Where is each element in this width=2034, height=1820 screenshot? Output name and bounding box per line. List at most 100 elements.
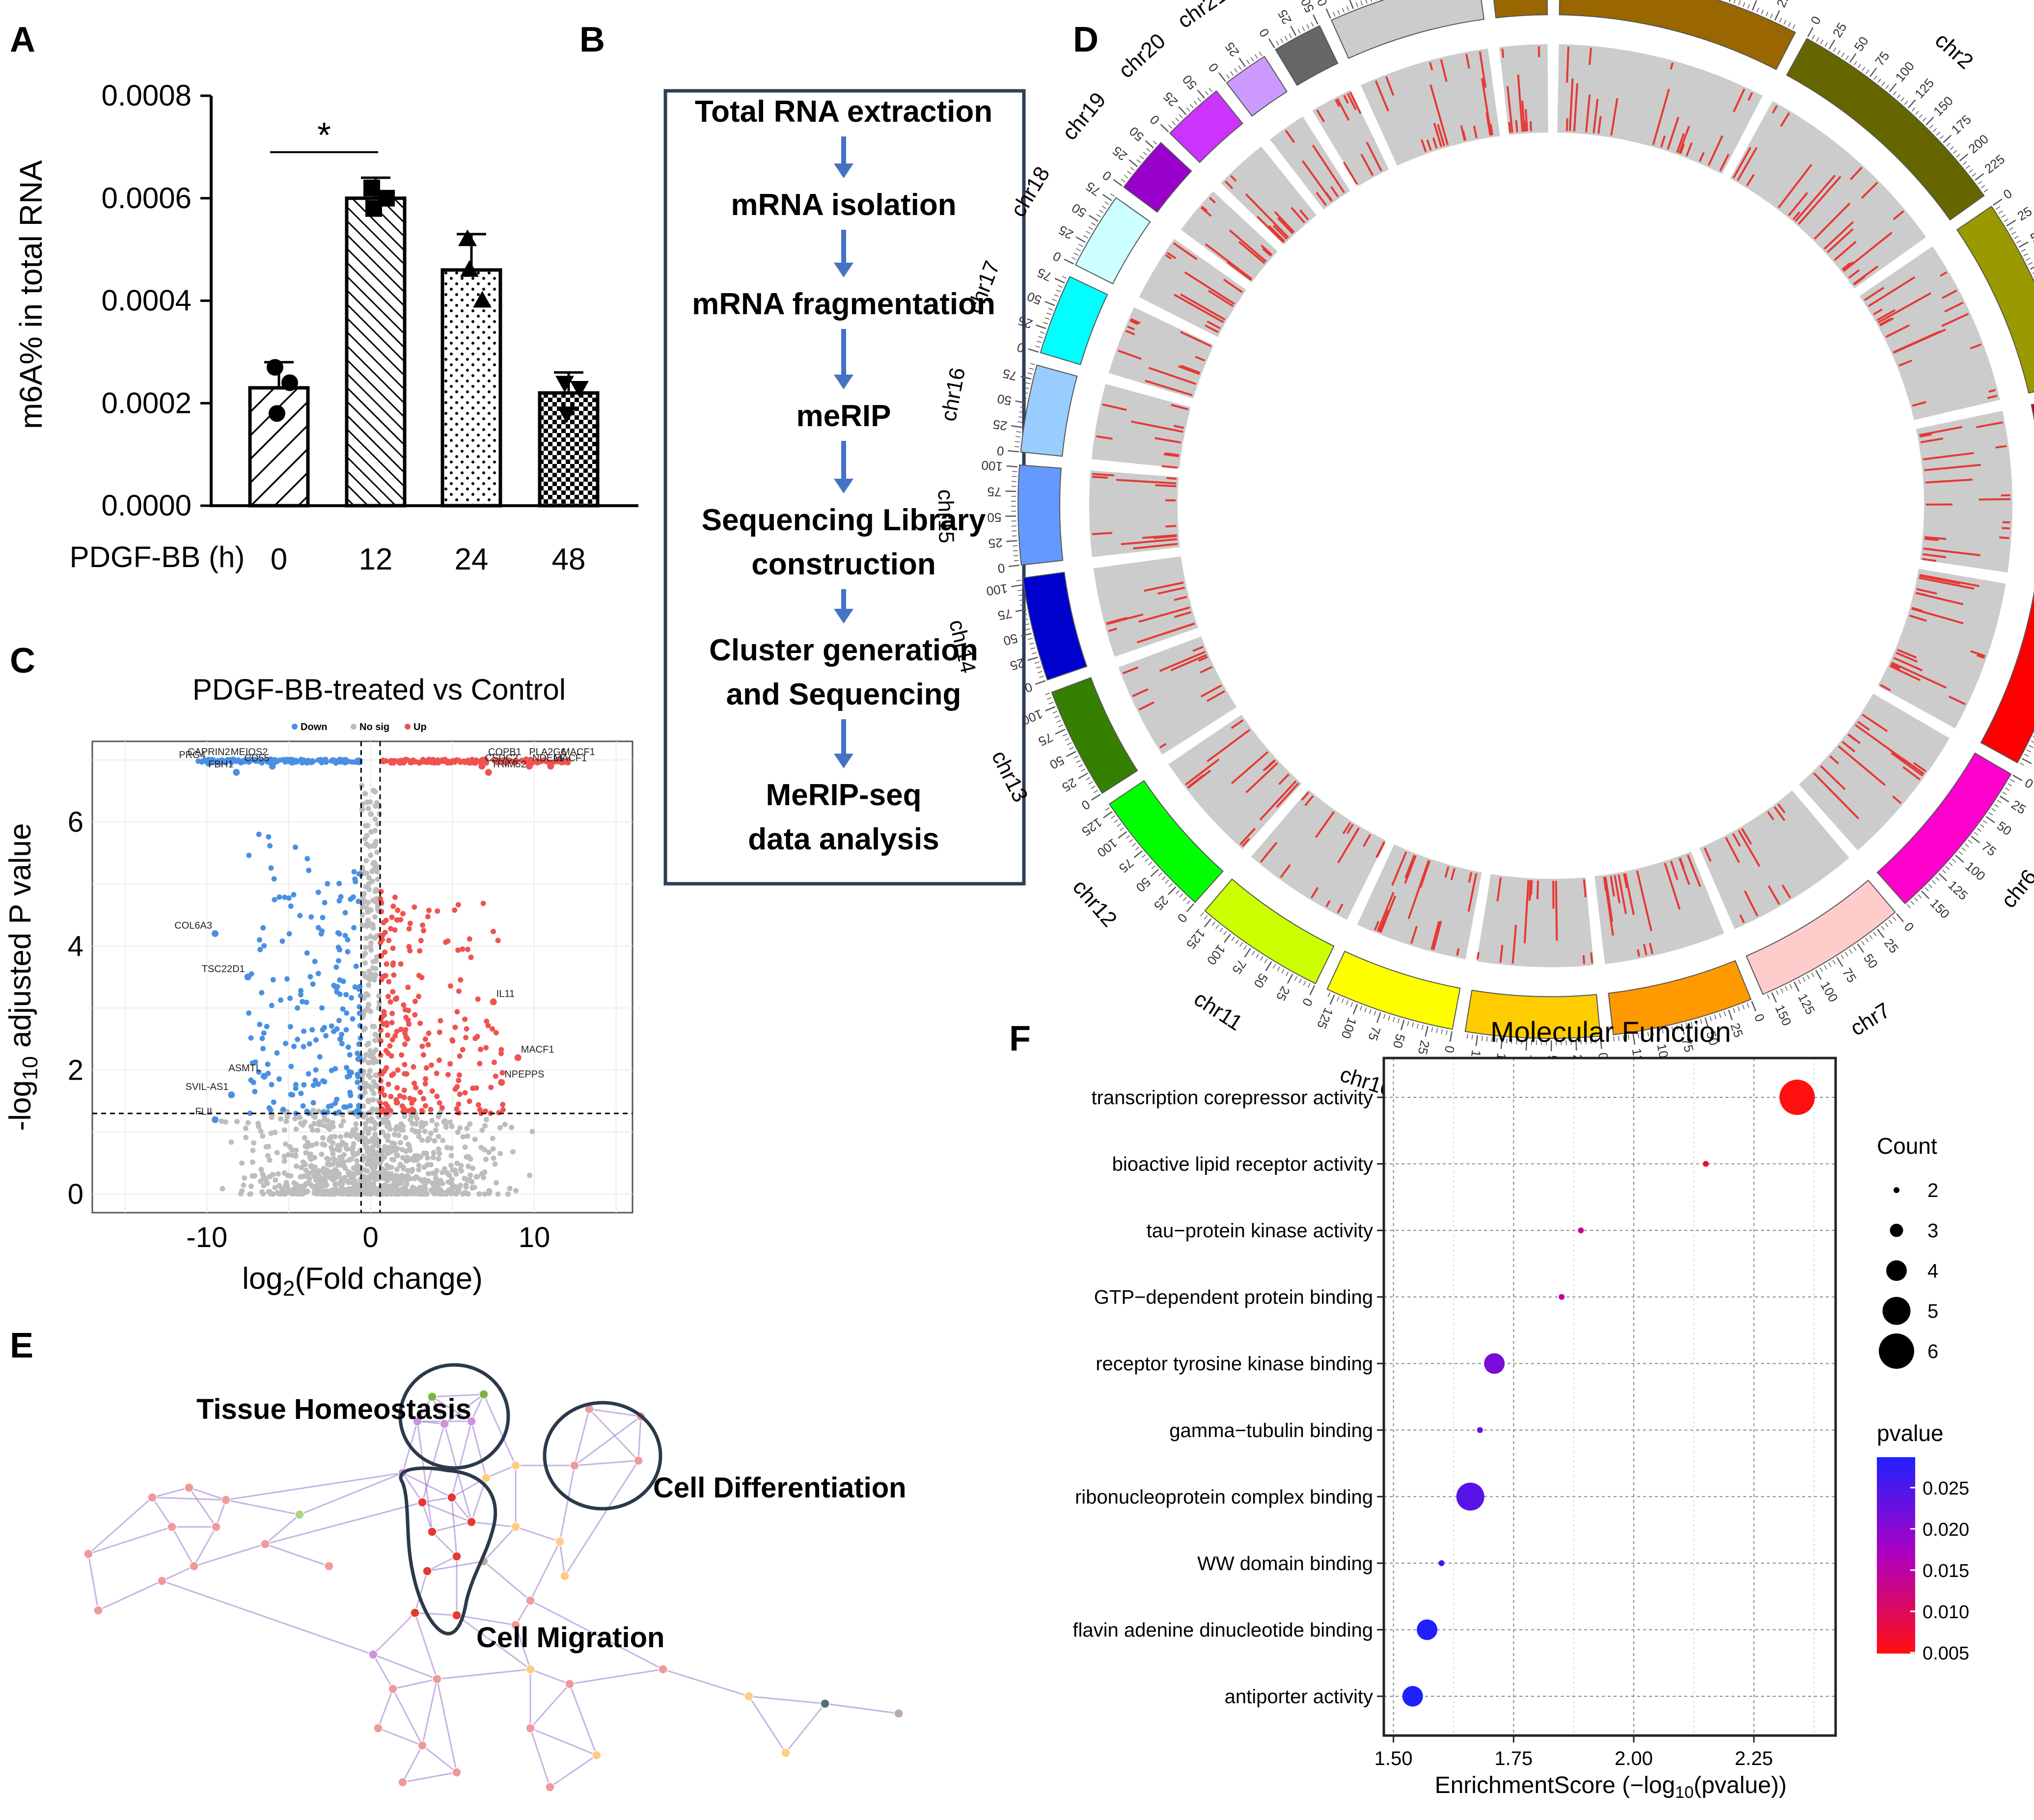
circos-peak <box>1636 870 1652 931</box>
network-edge <box>98 1580 163 1611</box>
volcano-point <box>370 974 376 979</box>
circos-peak <box>1261 244 1273 256</box>
volcano-point <box>365 1098 371 1104</box>
network-edge <box>529 1684 571 1729</box>
circos-tick <box>1921 890 1930 899</box>
circos-tick <box>1056 720 1061 723</box>
volcano-point <box>491 1059 497 1065</box>
volcano-point <box>338 1123 344 1129</box>
volcano-point <box>307 974 313 979</box>
circos-tick <box>1246 59 1250 64</box>
circos-tick <box>1088 781 1093 785</box>
volcano-point <box>357 993 363 999</box>
volcano-point <box>339 1032 345 1037</box>
network-node <box>820 1699 830 1709</box>
circos-tick-label: 0 <box>1175 911 1190 926</box>
pvalue-tick-label: 0.015 <box>1923 1561 1969 1581</box>
circos-tick <box>1897 94 1901 99</box>
circos-tick <box>1974 832 1979 836</box>
volcano-point <box>333 964 339 970</box>
circos-peak <box>1108 627 1118 632</box>
circos-tick-label: 0 <box>2001 186 2015 202</box>
volcano-point <box>423 1076 429 1082</box>
circos-tick <box>1943 135 1952 143</box>
labeled-gene-name: COL6A3 <box>174 921 212 931</box>
circos-tick-label: 75 <box>1979 839 1999 859</box>
volcano-point <box>293 1126 299 1132</box>
volcano-point <box>365 806 371 812</box>
circos-peak <box>1429 62 1433 71</box>
circos-tick <box>1153 140 1157 145</box>
volcano-point <box>382 1092 387 1098</box>
circos-tick-label: 100 <box>1095 836 1121 860</box>
f-category-label: bioactive lipid receptor activity <box>1112 1154 1373 1175</box>
circos-tick-label: 25 <box>2009 797 2029 817</box>
volcano-point <box>463 1184 469 1190</box>
volcano-point <box>329 1187 334 1193</box>
workflow-step: meRIP <box>797 399 891 433</box>
volcano-point <box>452 1086 458 1092</box>
volcano-point <box>371 1024 377 1030</box>
circos-tick <box>1209 88 1212 92</box>
network-edge <box>414 1571 428 1613</box>
volcano-point <box>313 1067 319 1073</box>
circos-tick <box>1223 930 1227 935</box>
circos-tick <box>1824 965 1827 970</box>
volcano-point <box>399 1186 405 1192</box>
legend-label: Down <box>301 722 327 733</box>
volcano-point <box>397 1180 403 1186</box>
a-point <box>555 376 574 393</box>
volcano-point <box>411 1080 417 1086</box>
volcano-point <box>446 1187 452 1193</box>
network-node <box>83 1549 93 1559</box>
network-edge <box>662 1668 749 1697</box>
circos-tick <box>1045 706 1056 712</box>
circos-tick <box>1141 854 1146 858</box>
circos-tick <box>1922 117 1926 122</box>
volcano-point <box>311 1121 317 1127</box>
network-node <box>417 1740 427 1750</box>
volcano-point <box>275 1190 281 1195</box>
volcano-point <box>395 1067 401 1073</box>
circos-tick <box>1150 869 1159 877</box>
circos-tick <box>1093 789 1099 793</box>
workflow-arrowhead <box>834 163 853 178</box>
volcano-point <box>420 1096 426 1102</box>
circos-tick <box>1853 61 1857 66</box>
volcano-point <box>357 1170 363 1176</box>
volcano-point <box>378 1027 384 1033</box>
circos-tick <box>1910 900 1915 905</box>
circos-tick <box>1770 13 1773 19</box>
volcano-point <box>440 1138 446 1143</box>
volcano-point <box>460 1134 466 1140</box>
circos-peak <box>1122 666 1139 675</box>
f-category-label: tau−protein kinase activity <box>1147 1220 1373 1242</box>
volcano-point <box>483 1116 489 1122</box>
circos-label-chr12: chr12 <box>1068 875 1122 931</box>
labeled-gene-name: TRIM52 <box>492 759 526 770</box>
workflow-step: mRNA fragmentation <box>692 287 995 321</box>
circos-tick <box>1040 331 1045 334</box>
circos-peak <box>1864 286 1885 301</box>
volcano-point <box>348 896 354 902</box>
circos-tick <box>1978 181 1982 185</box>
circos-tick <box>1015 436 1021 438</box>
volcano-ytick: 2 <box>68 1054 83 1086</box>
volcano-point <box>333 984 339 990</box>
volcano-point <box>417 1176 423 1182</box>
labeled-gene-point <box>547 762 554 770</box>
volcano-point <box>442 1121 448 1127</box>
circos-band-chrY <box>1493 0 1548 19</box>
network-edge <box>559 1465 576 1542</box>
volcano-point <box>366 1181 372 1187</box>
network-edge <box>589 1408 641 1417</box>
volcano-point <box>406 1157 412 1163</box>
labeled-gene-point <box>244 974 251 980</box>
network-node <box>432 1674 442 1684</box>
circos-tick <box>1197 89 1205 99</box>
circos-peak <box>1337 903 1344 914</box>
circos-peak <box>1304 795 1314 806</box>
circos-peak <box>1349 91 1362 114</box>
network-edge <box>188 1487 217 1527</box>
volcano-point <box>357 1035 363 1041</box>
